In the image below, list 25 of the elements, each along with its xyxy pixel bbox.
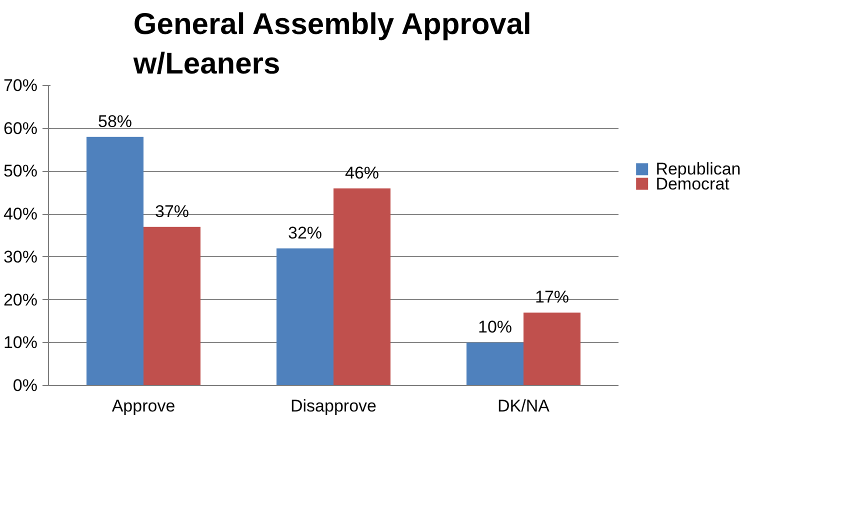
data-label: 46% bbox=[344, 163, 380, 182]
chart-title: General Assembly Approval w/Leaners bbox=[132, 8, 532, 80]
legend-label: Republican bbox=[656, 160, 741, 179]
bar bbox=[524, 312, 580, 386]
y-tick-label: 10% bbox=[3, 333, 38, 352]
x-tick-label: Approve bbox=[112, 396, 176, 416]
data-label: 17% bbox=[534, 288, 570, 307]
y-tick-label: 30% bbox=[3, 247, 38, 266]
x-tick-label: DK/NA bbox=[498, 396, 550, 416]
y-tick-label: 0% bbox=[12, 376, 38, 395]
y-tick-label: 70% bbox=[3, 76, 38, 95]
data-label: 10% bbox=[478, 318, 512, 337]
data-label: 32% bbox=[288, 223, 322, 242]
bar bbox=[466, 342, 524, 386]
bar bbox=[144, 226, 200, 386]
bar bbox=[276, 248, 334, 386]
y-tick-label: 40% bbox=[3, 204, 38, 224]
bar bbox=[86, 136, 144, 386]
y-tick-label: 20% bbox=[3, 290, 38, 310]
y-tick-label: 60% bbox=[3, 118, 38, 138]
data-label: 58% bbox=[98, 112, 132, 131]
bar bbox=[334, 188, 390, 386]
x-tick-label: Disapprove bbox=[290, 396, 377, 416]
y-tick-label: 50% bbox=[3, 162, 38, 181]
data-label: 37% bbox=[154, 202, 190, 221]
